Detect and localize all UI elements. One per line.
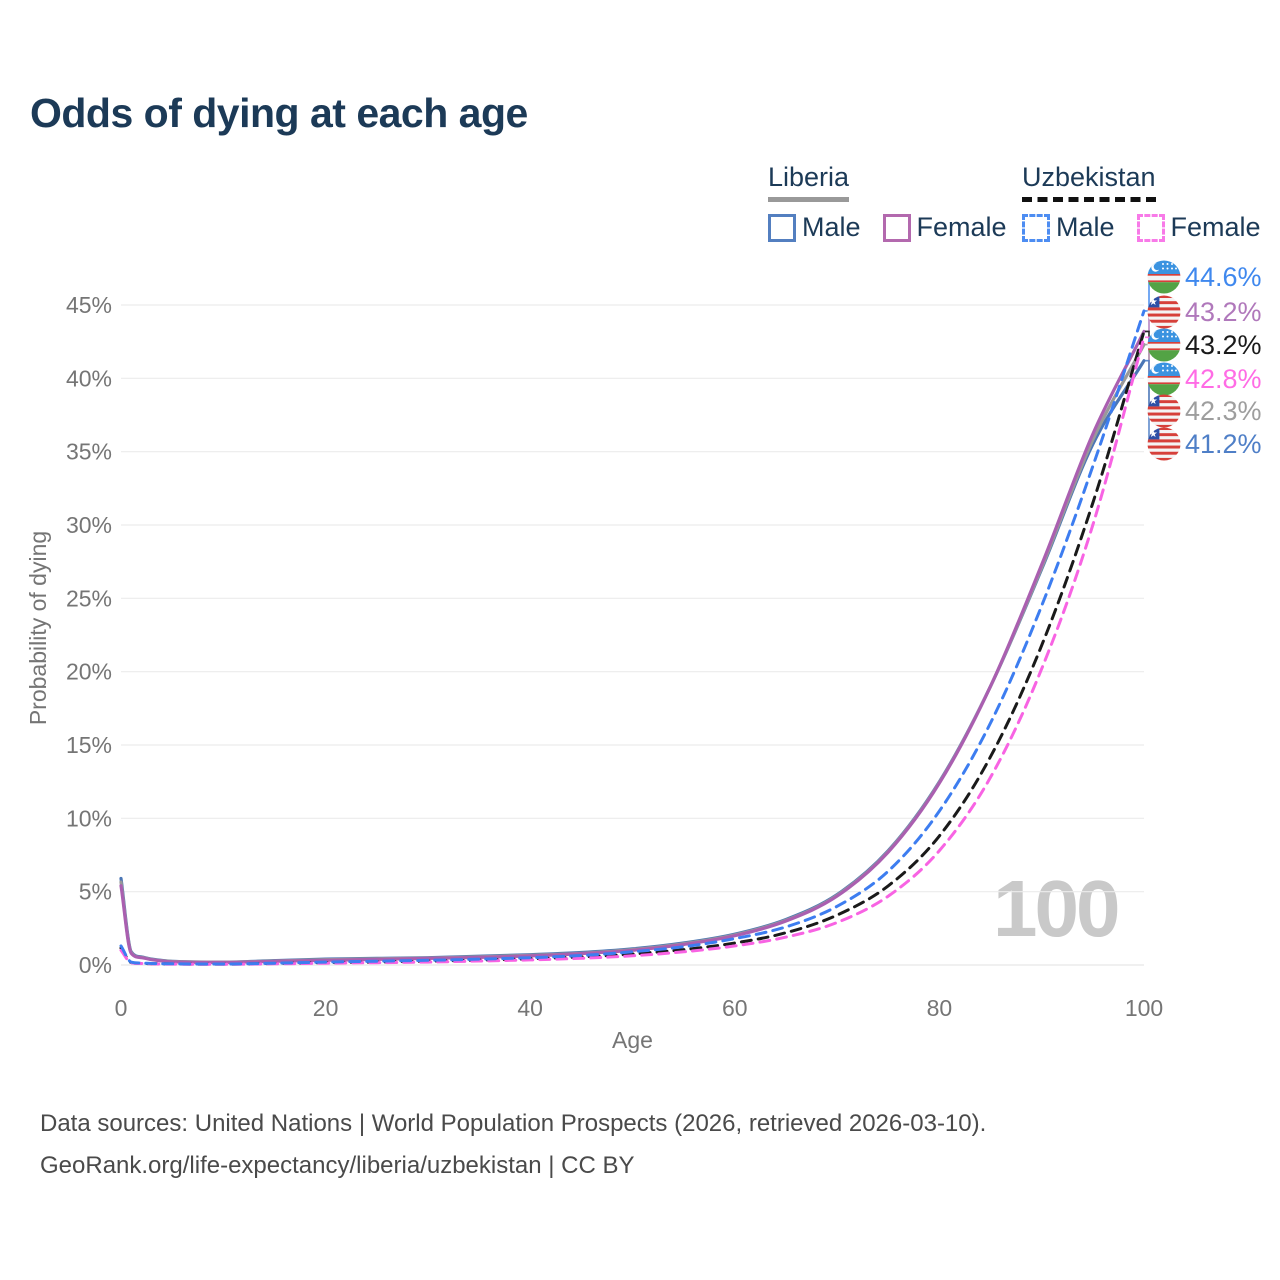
x-tick-label: 0 (115, 995, 128, 1021)
line-uzbekistan-male[interactable] (119, 309, 1146, 966)
legend-swatch-liberia-male[interactable] (768, 213, 796, 242)
y-tick-label: 10% (66, 805, 112, 831)
x-tick-label: 100 (1125, 995, 1163, 1021)
y-axis-title: Probability of dying (25, 531, 51, 725)
svg-text:★: ★ (1149, 396, 1158, 407)
liberia-flag-icon: ★ (1147, 427, 1181, 461)
svg-text:★: ★ (1149, 297, 1158, 308)
x-axis-title: Age (612, 1027, 653, 1053)
end-label-liberia-male: ★ 41.2% (1147, 426, 1262, 462)
hovered-age-watermark: 100 (993, 864, 1120, 953)
end-label-uzbekistan-male: 44.6% (1147, 259, 1262, 295)
legend-group-uzbekistan: Uzbekistan Male Female (1022, 162, 1280, 243)
y-tick-label: 40% (66, 365, 112, 391)
uzbekistan-flag-icon (1147, 328, 1181, 362)
data-sources-text: Data sources: United Nations | World Pop… (40, 1110, 987, 1137)
uzbekistan-flag-icon (1147, 362, 1181, 396)
legend-label-uzbekistan-female[interactable]: Female (1170, 212, 1261, 242)
y-tick-label: 0% (79, 952, 112, 978)
y-tick-label: 5% (79, 879, 112, 905)
x-tick-label: 60 (722, 995, 748, 1021)
legend-country-liberia[interactable]: Liberia (768, 162, 850, 202)
svg-text:★: ★ (1149, 429, 1158, 440)
line-liberia-female[interactable] (119, 329, 1146, 965)
end-value-text: 42.3% (1185, 395, 1262, 426)
y-tick-label: 25% (66, 585, 112, 611)
end-value-text: 41.2% (1185, 428, 1262, 459)
uzbekistan-flag-icon (1147, 260, 1181, 294)
liberia-flag-icon: ★ (1147, 394, 1181, 428)
end-value-text: 43.2% (1185, 329, 1262, 360)
attribution-link-text: GeoRank.org/life-expectancy/liberia/uzbe… (40, 1152, 635, 1179)
legend-swatch-uzbekistan-female[interactable] (1136, 213, 1165, 242)
legend-label-liberia-female[interactable]: Female (916, 212, 1007, 242)
liberia-flag-icon: ★ (1147, 295, 1181, 329)
x-tick-label: 40 (517, 995, 543, 1021)
end-label-liberia-female: ★ 43.2% (1147, 294, 1262, 330)
legend-swatch-liberia-female[interactable] (882, 213, 911, 242)
line-uzbekistan-both[interactable] (119, 329, 1146, 966)
y-tick-label: 15% (66, 732, 112, 758)
legend-country-uzbekistan[interactable]: Uzbekistan (1022, 162, 1156, 202)
end-label-uzbekistan-both-sexes: 43.2% (1147, 327, 1262, 363)
x-tick-label: 20 (313, 995, 339, 1021)
legend-label-uzbekistan-male[interactable]: Male (1056, 212, 1115, 242)
y-tick-label: 30% (66, 512, 112, 538)
y-tick-label: 20% (66, 659, 112, 685)
x-tick-label: 80 (927, 995, 953, 1021)
end-value-text: 42.8% (1185, 363, 1262, 394)
y-tick-label: 45% (66, 292, 112, 318)
legend-label-liberia-male[interactable]: Male (802, 212, 861, 242)
end-label-uzbekistan-female: 42.8% (1147, 361, 1262, 397)
legend-swatch-uzbekistan-male[interactable] (1022, 213, 1050, 242)
end-value-text: 43.2% (1185, 296, 1262, 327)
end-label-liberia-both-sexes: ★ 42.3% (1147, 393, 1262, 429)
end-value-text: 44.6% (1185, 261, 1262, 292)
line-uzbekistan-female[interactable] (119, 335, 1146, 966)
page-title: Odds of dying at each age (30, 90, 528, 136)
line-liberia-male[interactable] (119, 359, 1146, 964)
line-liberia-both[interactable] (119, 343, 1146, 964)
y-tick-label: 35% (66, 439, 112, 465)
legend-group-liberia: Liberia Male Female (768, 162, 1029, 243)
